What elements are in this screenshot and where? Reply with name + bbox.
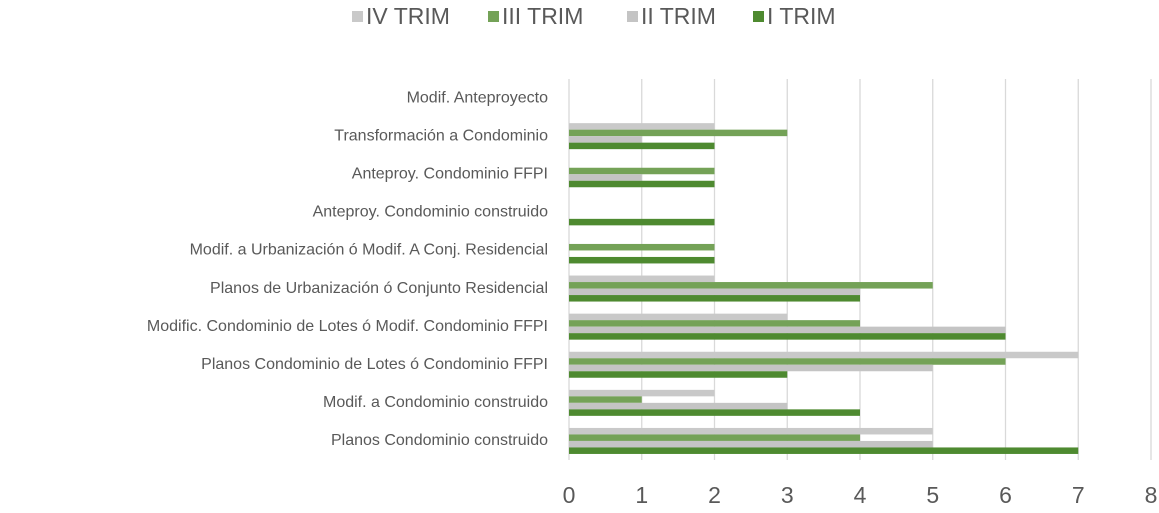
x-tick-label: 6 <box>999 482 1012 508</box>
legend-swatch <box>753 11 764 22</box>
x-tick-label: 4 <box>854 482 867 508</box>
bar <box>569 313 788 321</box>
legend-label: III TRIM <box>502 3 583 29</box>
x-tick-label: 8 <box>1145 482 1158 508</box>
bar <box>569 364 933 372</box>
x-tick-label: 1 <box>635 482 648 508</box>
bar <box>569 180 715 188</box>
category-label: Anteproy. Condominio construido <box>313 204 548 221</box>
legend-label: IV TRIM <box>366 3 450 29</box>
x-tick-label: 7 <box>1072 482 1085 508</box>
bar <box>569 142 715 150</box>
bar <box>569 167 715 175</box>
bar <box>569 333 1006 340</box>
legend-label: I TRIM <box>767 3 836 29</box>
bar <box>569 447 1079 454</box>
category-label: Anteproy. Condominio FFPI <box>352 165 548 182</box>
category-label: Modif. a Urbanización ó Modif. A Conj. R… <box>190 242 548 259</box>
legend-swatch <box>627 11 638 22</box>
category-label: Planos Condominio de Lotes ó Condominio … <box>201 356 548 373</box>
bar <box>569 123 715 130</box>
bar <box>569 396 642 403</box>
bar <box>569 243 715 251</box>
bar <box>569 351 1079 359</box>
bar <box>569 174 642 181</box>
category-label: Modif. Anteproyecto <box>407 89 549 106</box>
category-label: Modific. Condominio de Lotes ó Modif. Co… <box>147 318 548 335</box>
bar <box>569 288 860 296</box>
bar <box>569 129 788 137</box>
bar <box>569 320 860 327</box>
legend-swatch <box>352 11 363 22</box>
category-label: Planos de Urbanización ó Conjunto Reside… <box>210 280 548 297</box>
category-label: Modif. a Condominio construido <box>323 394 548 411</box>
x-tick-label: 2 <box>708 482 721 508</box>
bar <box>569 218 715 226</box>
x-tick-label: 5 <box>926 482 939 508</box>
legend-label: II TRIM <box>641 3 716 29</box>
bar <box>569 434 860 441</box>
bar <box>569 371 788 378</box>
bar <box>569 326 1006 334</box>
bar <box>569 389 715 397</box>
bar <box>569 256 715 264</box>
bar <box>569 440 933 448</box>
bar <box>569 282 933 289</box>
bar <box>569 409 860 416</box>
category-label: Transformación a Condominio <box>334 127 548 144</box>
bar <box>569 427 933 435</box>
category-label: Planos Condominio construido <box>331 432 548 449</box>
bar <box>569 295 860 302</box>
bar <box>569 358 1006 365</box>
x-tick-label: 0 <box>563 482 576 508</box>
legend-swatch <box>488 11 499 22</box>
bar <box>569 136 642 143</box>
x-tick-label: 3 <box>781 482 794 508</box>
bar <box>569 275 715 283</box>
bar <box>569 402 788 410</box>
